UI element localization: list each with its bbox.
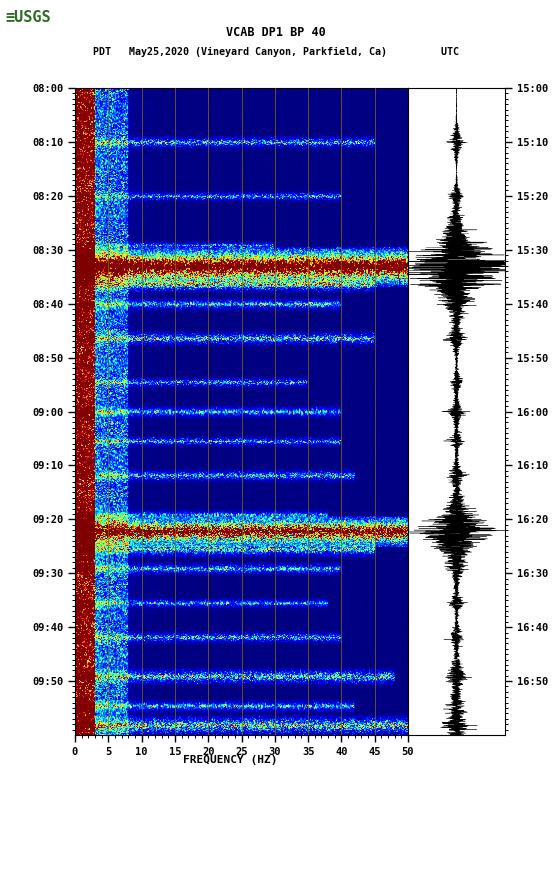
Text: FREQUENCY (HZ): FREQUENCY (HZ) — [183, 755, 277, 765]
Text: VCAB DP1 BP 40: VCAB DP1 BP 40 — [226, 26, 326, 38]
Text: ≡USGS: ≡USGS — [5, 10, 51, 25]
Text: PDT   May25,2020 (Vineyard Canyon, Parkfield, Ca)         UTC: PDT May25,2020 (Vineyard Canyon, Parkfie… — [93, 47, 459, 57]
